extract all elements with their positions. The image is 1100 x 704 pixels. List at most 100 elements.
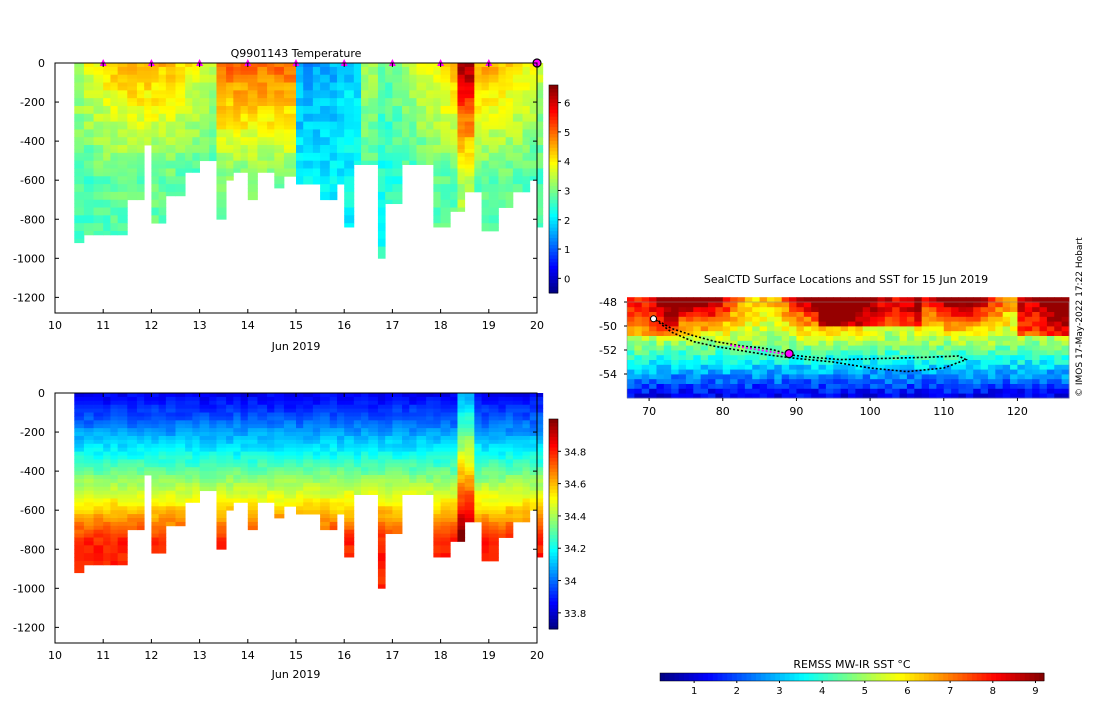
heatmap-cell: [166, 180, 176, 184]
sst-cell: [900, 388, 908, 393]
heatmap-cell: [267, 129, 275, 133]
heatmap-cell: [337, 122, 345, 126]
heatmap-cell: [74, 413, 84, 417]
heatmap-cell: [409, 98, 417, 102]
heatmap-cell: [433, 129, 441, 133]
heatmap-cell: [354, 110, 362, 114]
sst-cell: [833, 336, 841, 341]
heatmap-cell: [84, 110, 94, 114]
heatmap-cell: [166, 463, 176, 467]
heatmap-cell: [417, 71, 427, 75]
heatmap-cell: [320, 196, 330, 200]
heatmap-cell: [344, 129, 354, 133]
heatmap-cell: [426, 483, 434, 487]
colorbar-swatch: [549, 458, 558, 462]
heatmap-cell: [385, 161, 393, 165]
heatmap-cell: [465, 393, 475, 397]
heatmap-cell: [248, 452, 258, 456]
heatmap-cell: [257, 90, 267, 94]
heatmap-cell: [409, 161, 417, 165]
heatmap-cell: [513, 440, 523, 444]
heatmap-cell: [118, 67, 128, 71]
heatmap-cell: [192, 137, 200, 141]
sst-cell: [723, 360, 731, 365]
heatmap-cell: [216, 86, 226, 90]
heatmap-cell: [137, 126, 145, 130]
sst-cell: [686, 384, 694, 389]
heatmap-cell: [441, 530, 451, 534]
heatmap-cell: [84, 227, 94, 231]
heatmap-cell: [284, 436, 296, 440]
heatmap-cell: [313, 483, 321, 487]
heatmap-cell: [200, 75, 210, 79]
heatmap-cell: [151, 137, 159, 141]
heatmap-cell: [402, 416, 410, 420]
sst-cell: [804, 302, 812, 307]
heatmap-cell: [537, 106, 543, 110]
heatmap-cell: [248, 502, 258, 506]
heatmap-cell: [151, 196, 159, 200]
heatmap-cell: [337, 137, 345, 141]
heatmap-cell: [127, 196, 137, 200]
heatmap-cell: [144, 436, 152, 440]
heatmap-cell: [498, 180, 506, 184]
heatmap-cell: [506, 448, 514, 452]
heatmap-cell: [530, 440, 538, 444]
heatmap-cell: [450, 168, 458, 172]
heatmap-cell: [84, 561, 94, 565]
heatmap-cell: [241, 114, 249, 118]
heatmap-cell: [433, 157, 441, 161]
heatmap-cell: [378, 448, 386, 452]
heatmap-cell: [320, 405, 330, 409]
heatmap-cell: [84, 440, 94, 444]
heatmap-cell: [241, 405, 249, 409]
heatmap-cell: [402, 397, 410, 401]
heatmap-cell: [94, 215, 104, 219]
heatmap-cell: [378, 208, 386, 212]
heatmap-cell: [248, 145, 258, 149]
sst-cell: [870, 316, 878, 321]
heatmap-cell: [118, 219, 128, 223]
heatmap-cell: [426, 118, 434, 122]
heatmap-cell: [368, 153, 378, 157]
heatmap-cell: [465, 106, 475, 110]
heatmap-cell: [303, 165, 313, 169]
heatmap-cell: [74, 133, 84, 137]
heatmap-cell: [296, 165, 304, 169]
heatmap-cell: [320, 526, 330, 530]
heatmap-cell: [392, 413, 402, 417]
heatmap-cell: [74, 432, 84, 436]
sst-cell: [767, 384, 775, 389]
sst-cell: [877, 379, 885, 384]
sst-cell: [693, 297, 701, 302]
heatmap-cell: [192, 432, 200, 436]
heatmap-cell: [176, 67, 186, 71]
heatmap-cell: [84, 86, 94, 90]
heatmap-cell: [489, 114, 499, 118]
heatmap-cell: [402, 67, 410, 71]
heatmap-cell: [176, 502, 186, 506]
heatmap-cell: [385, 510, 393, 514]
heatmap-cell: [103, 483, 111, 487]
heatmap-cell: [426, 114, 434, 118]
heatmap-cell: [151, 133, 159, 137]
sst-cell: [767, 326, 775, 331]
heatmap-cell: [489, 165, 499, 169]
sst-cell: [811, 297, 819, 302]
heatmap-cell: [248, 168, 258, 172]
heatmap-cell: [474, 409, 482, 413]
sst-cell: [642, 331, 650, 336]
colorbar-swatch: [549, 272, 558, 276]
sst-cell: [760, 379, 768, 384]
heatmap-cell: [441, 204, 451, 208]
x-tick-label: 17: [385, 319, 399, 332]
heatmap-cell: [417, 491, 427, 495]
heatmap-cell: [330, 153, 338, 157]
heatmap-cell: [303, 90, 313, 94]
heatmap-cell: [94, 133, 104, 137]
heatmap-cell: [296, 405, 304, 409]
heatmap-cell: [337, 118, 345, 122]
heatmap-cell: [506, 463, 514, 467]
heatmap-cell: [513, 475, 523, 479]
heatmap-cell: [94, 401, 104, 405]
